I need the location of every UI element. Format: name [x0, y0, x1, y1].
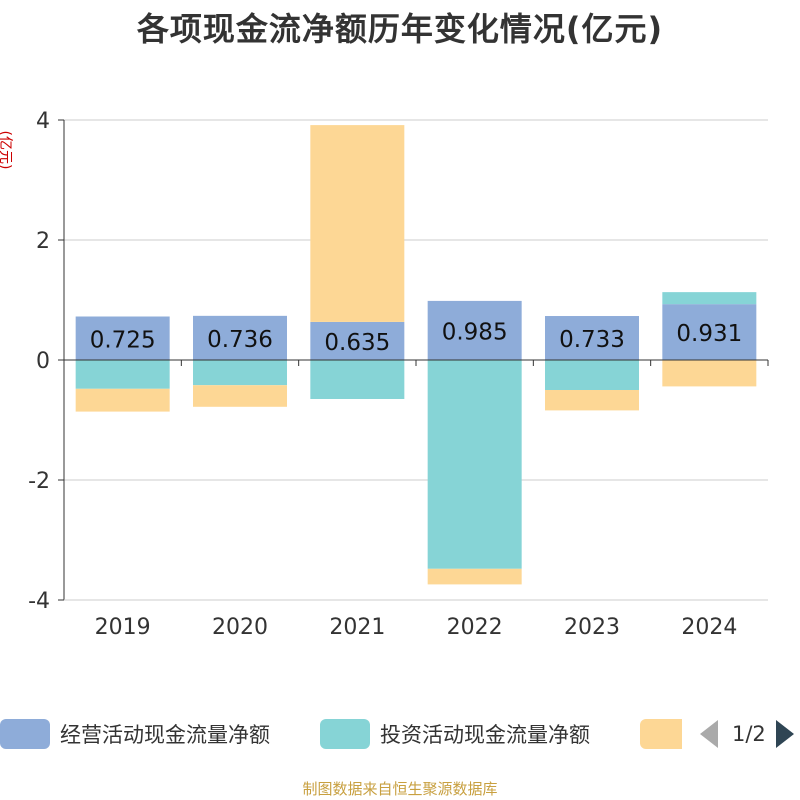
x-tick-label: 2022 [447, 615, 503, 640]
legend-swatch-financing [640, 719, 682, 749]
bar-investing [427, 360, 522, 569]
legend-item-financing[interactable] [640, 716, 692, 752]
bar-financing [427, 568, 522, 585]
x-tick-label: 2021 [329, 615, 385, 640]
data-label: 0.736 [207, 327, 273, 353]
legend-pager: 1/2 [700, 716, 800, 752]
y-tick-label: -2 [28, 469, 50, 494]
x-tick-label: 2023 [564, 615, 620, 640]
legend-label-investing: 投资活动现金流量净额 [380, 723, 590, 747]
legend-next-icon[interactable] [775, 720, 794, 748]
legend-label-operating: 经营活动现金流量净额 [60, 723, 270, 747]
bar-operating [545, 316, 639, 360]
bar-investing [75, 360, 170, 389]
legend-swatch-operating [0, 719, 50, 749]
legend-page-indicator: 1/2 [732, 722, 766, 746]
legend-item-operating[interactable]: 经营活动现金流量净额 [0, 716, 270, 752]
data-label: 0.635 [324, 330, 390, 356]
bar-operating [662, 304, 757, 360]
y-tick-label: -4 [28, 589, 50, 614]
bar-financing [545, 390, 639, 411]
bar-financing [75, 388, 170, 412]
legend-item-investing[interactable]: 投资活动现金流量净额 [320, 716, 590, 752]
bar-investing [310, 360, 405, 399]
legend: 经营活动现金流量净额 投资活动现金流量净额 1/2 [0, 716, 800, 752]
data-source: 制图数据来自恒生聚源数据库 [302, 780, 498, 798]
bar-investing [545, 360, 639, 390]
bar-operating [310, 321, 405, 360]
bar-financing [193, 385, 287, 407]
x-tick-label: 2019 [95, 615, 151, 640]
y-tick-label: 2 [36, 229, 50, 254]
x-tick-label: 2020 [212, 615, 268, 640]
legend-swatch-investing [320, 719, 370, 749]
bar-investing [193, 360, 287, 386]
bar-operating [193, 315, 287, 360]
data-label: 0.733 [559, 327, 625, 353]
bar-financing [662, 360, 757, 387]
legend-prev-icon[interactable] [700, 720, 718, 748]
bar-financing [310, 125, 405, 322]
chart-area: 4 2 0 -2 -4 0.725 2019 0.736 2020 0.635 2021 0.985 2… [28, 109, 769, 640]
y-tick-label: 4 [36, 109, 50, 134]
bar-investing [662, 292, 757, 305]
y-tick-label: 0 [36, 349, 50, 374]
x-tick-label: 2024 [681, 615, 737, 640]
bar-operating [427, 300, 522, 360]
data-label: 0.725 [90, 327, 156, 353]
chart-title: 各项现金流净额历年变化情况(亿元) [136, 10, 664, 48]
bar-operating [75, 316, 170, 360]
data-label: 0.931 [676, 321, 742, 347]
data-label: 0.985 [442, 319, 508, 345]
